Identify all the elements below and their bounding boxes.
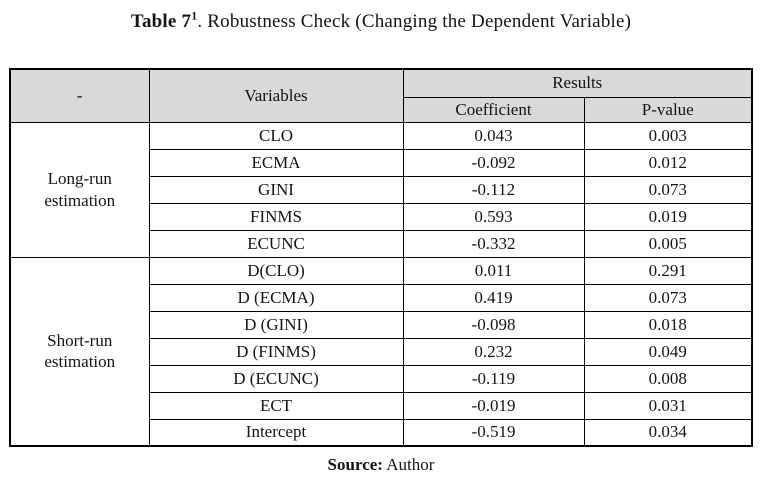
- variable-cell: CLO: [148, 121, 404, 150]
- pvalue-cell: 0.049: [583, 337, 753, 366]
- table-row: Long-run estimation CLO 0.043 0.003: [9, 121, 753, 258]
- variable-cell: D (FINMS): [148, 337, 404, 366]
- source-label: Source:: [327, 455, 383, 474]
- source-value: Author: [386, 455, 435, 474]
- pvalue-cell: 0.005: [583, 229, 753, 258]
- pvalue-cell: 0.034: [583, 418, 753, 447]
- variable-cell: D(CLO): [148, 256, 404, 285]
- coefficient-cell: 0.043: [402, 121, 585, 150]
- coefficient-cell: 0.593: [402, 202, 585, 231]
- pvalue-cell: 0.031: [583, 391, 753, 420]
- pvalue-cell: 0.073: [583, 175, 753, 204]
- table-row: ECUNC -0.332 0.005: [10, 229, 753, 258]
- variable-cell: ECUNC: [148, 229, 404, 258]
- variable-cell: ECT: [148, 391, 404, 420]
- header-variables-cell: Variables: [148, 68, 404, 123]
- header-row-top: - Variables Results: [9, 68, 753, 123]
- header-pvalue-cell: P-value: [583, 96, 753, 123]
- variable-cell: D (ECUNC): [148, 364, 404, 393]
- pvalue-cell: 0.073: [583, 283, 753, 312]
- header-coefficient-cell: Coefficient: [402, 96, 585, 123]
- table-row: FINMS 0.593 0.019: [10, 202, 753, 231]
- coefficient-cell: -0.119: [402, 364, 585, 393]
- pvalue-cell: 0.019: [583, 202, 753, 231]
- results-table: - Variables Results Coefficient P-value …: [9, 68, 753, 447]
- coefficient-cell: -0.098: [402, 310, 585, 339]
- table-title: Table 71. Robustness Check (Changing the…: [0, 8, 762, 33]
- source-note: Source: Author: [0, 455, 762, 475]
- variable-cell: ECMA: [148, 148, 404, 177]
- coefficient-cell: 0.232: [402, 337, 585, 366]
- table-title-footnote-marker: 1: [191, 8, 198, 23]
- variable-cell: GINI: [148, 175, 404, 204]
- variable-cell: D (ECMA): [148, 283, 404, 312]
- coefficient-cell: 0.419: [402, 283, 585, 312]
- table-title-label: Table 7: [130, 11, 192, 32]
- table-title-text: . Robustness Check (Changing the Depende…: [197, 11, 632, 32]
- coefficient-cell: -0.332: [402, 229, 585, 258]
- table-row: Intercept -0.519 0.034: [10, 418, 753, 447]
- pvalue-cell: 0.008: [583, 364, 753, 393]
- pvalue-cell: 0.018: [583, 310, 753, 339]
- pvalue-cell: 0.291: [583, 256, 753, 285]
- variable-cell: FINMS: [148, 202, 404, 231]
- variable-cell: Intercept: [148, 418, 404, 447]
- variable-cell: D (GINI): [148, 310, 404, 339]
- coefficient-cell: -0.519: [402, 418, 585, 447]
- coefficient-cell: -0.112: [402, 175, 585, 204]
- header-dash-cell: -: [9, 68, 150, 123]
- pvalue-cell: 0.003: [583, 121, 753, 150]
- table-row: Short-run estimation D(CLO) 0.011 0.291: [9, 256, 753, 447]
- coefficient-cell: -0.092: [402, 148, 585, 177]
- pvalue-cell: 0.012: [583, 148, 753, 177]
- paper-page: Table 71. Robustness Check (Changing the…: [0, 8, 762, 486]
- table-row: D (GINI) -0.098 0.018: [10, 310, 753, 339]
- table-row: ECMA -0.092 0.012: [10, 148, 753, 177]
- table-row: GINI -0.112 0.073: [10, 175, 753, 204]
- section-label-long-run: Long-run estimation: [9, 121, 150, 258]
- table-row: D (ECUNC) -0.119 0.008: [10, 364, 753, 393]
- header-row-sub: Coefficient P-value: [10, 96, 753, 123]
- header-results-cell: Results: [402, 68, 753, 98]
- section-label-short-run: Short-run estimation: [9, 256, 150, 447]
- coefficient-cell: -0.019: [402, 391, 585, 420]
- table-row: D (FINMS) 0.232 0.049: [10, 337, 753, 366]
- coefficient-cell: 0.011: [402, 256, 585, 285]
